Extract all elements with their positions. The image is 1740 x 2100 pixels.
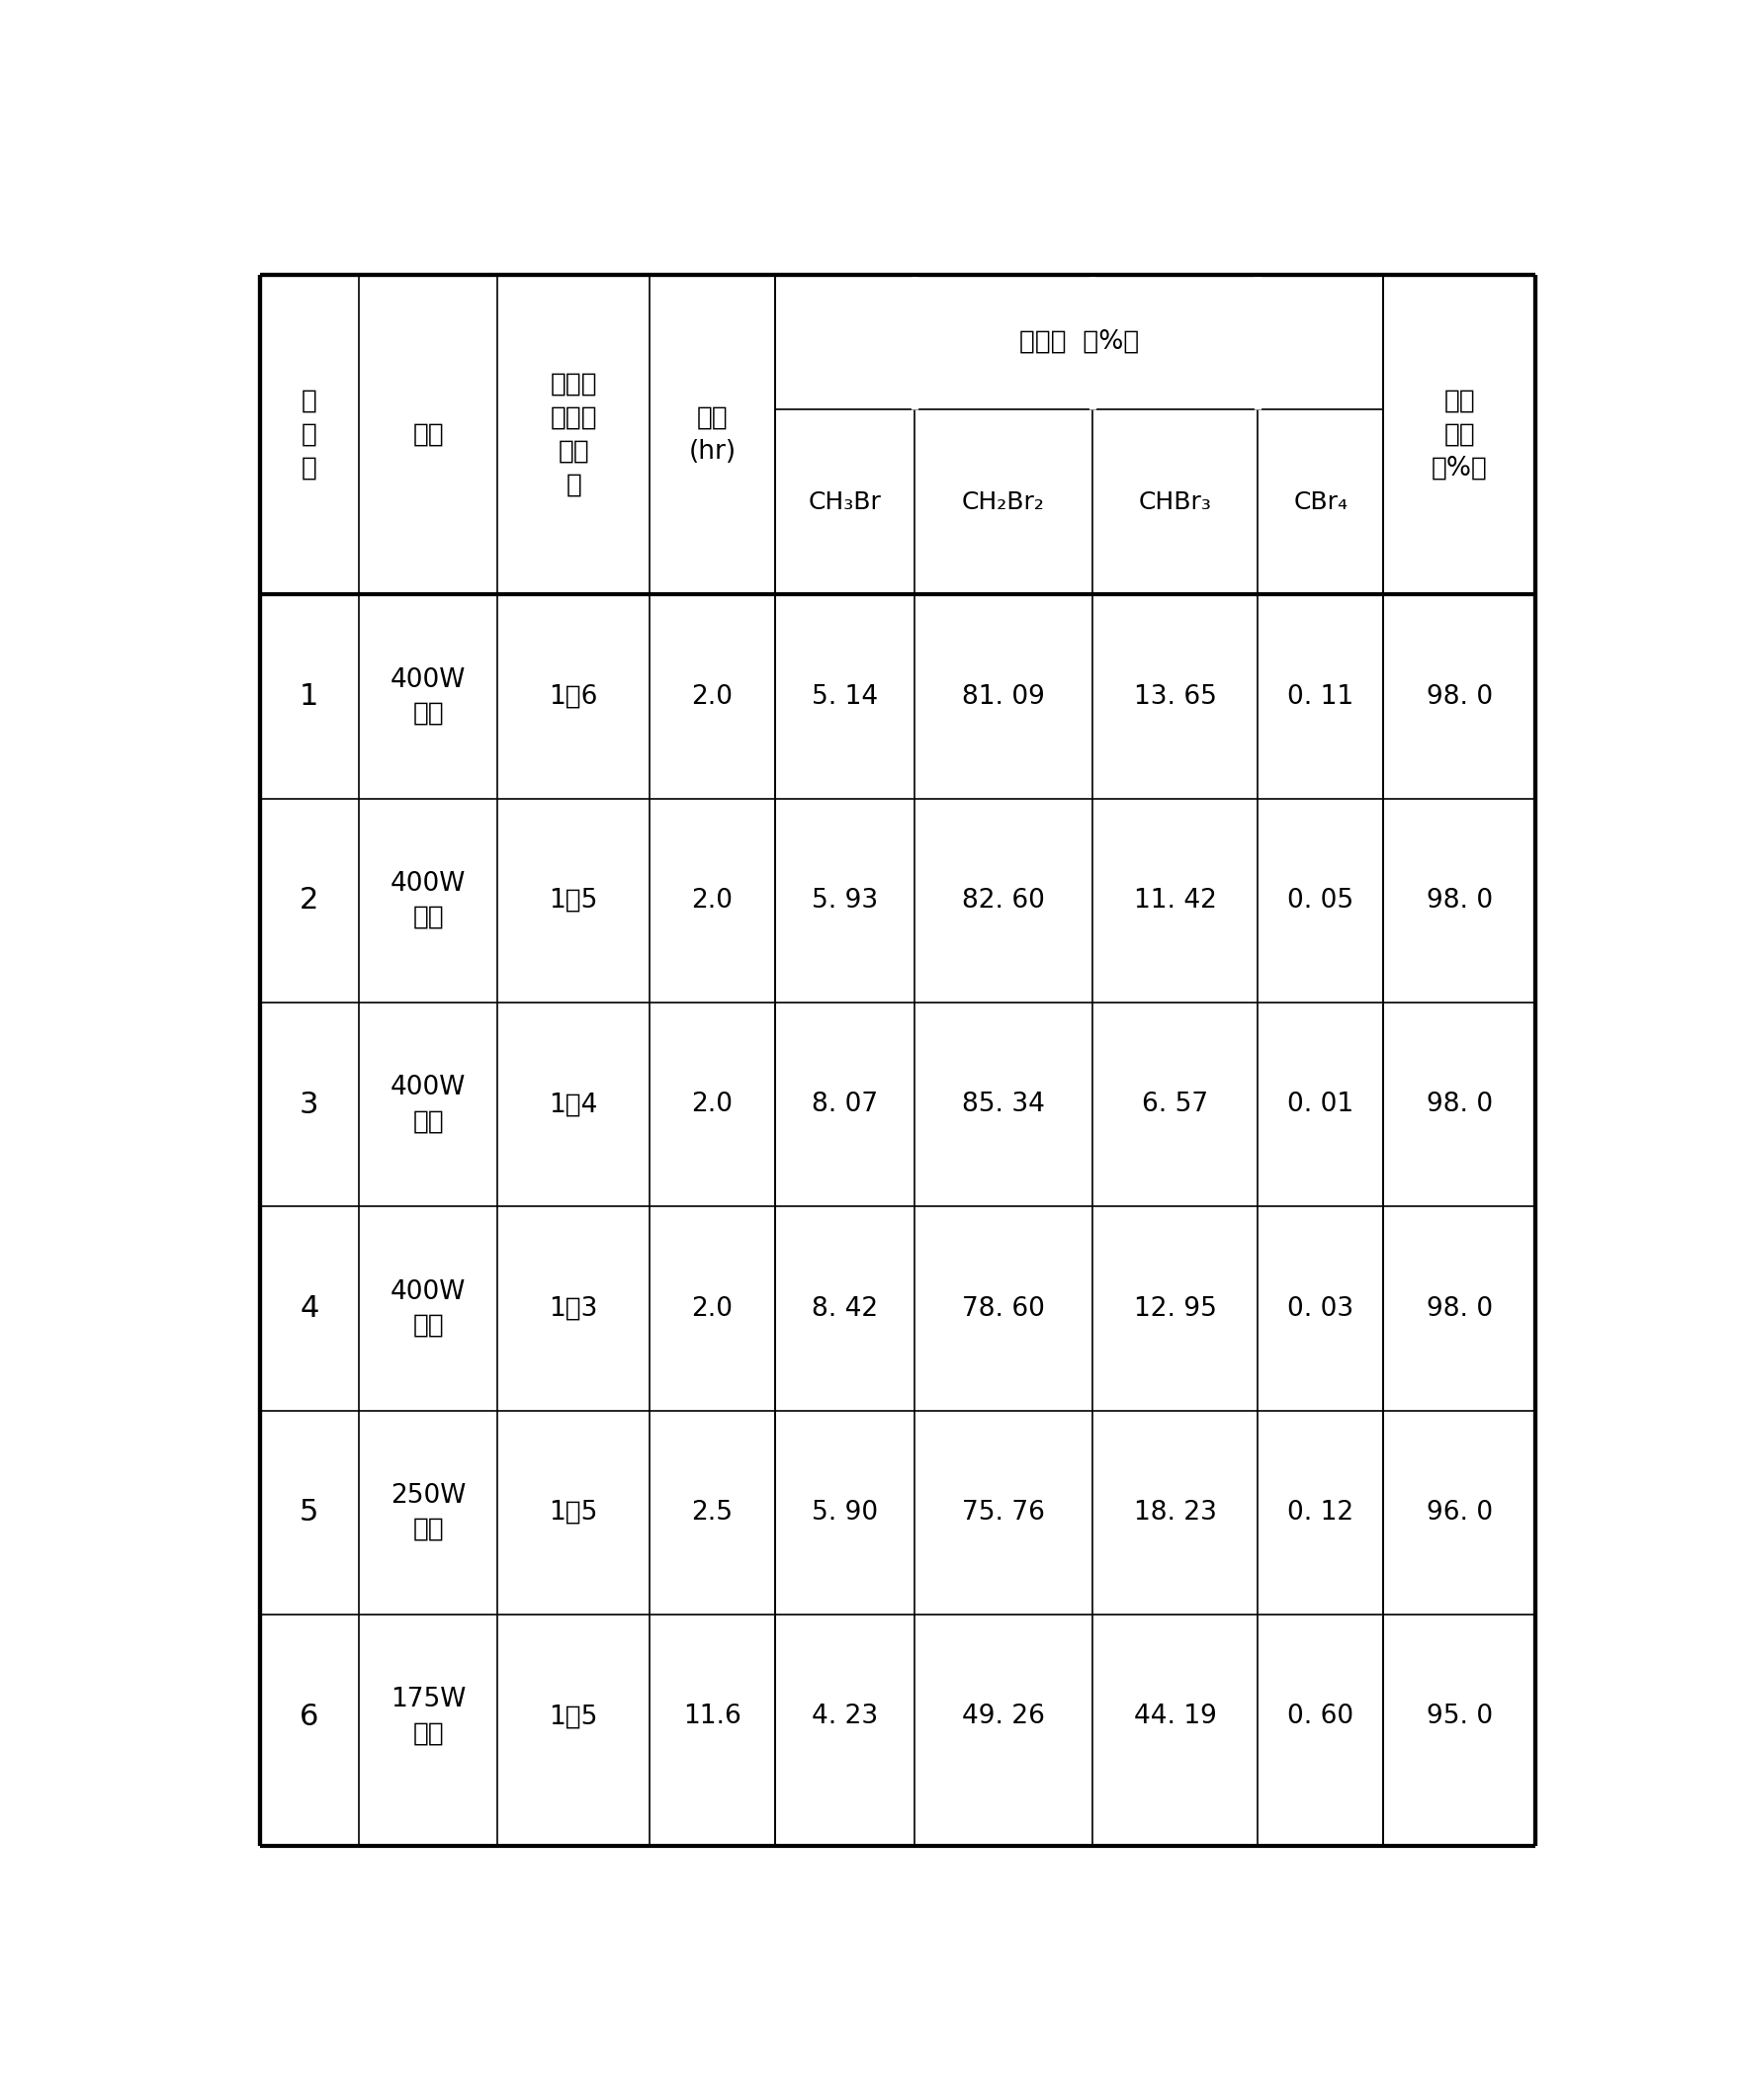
Text: 0. 03: 0. 03 <box>1288 1296 1354 1321</box>
Text: 1：5: 1：5 <box>550 1499 599 1525</box>
Text: 2.0: 2.0 <box>693 888 733 914</box>
Text: 12. 95: 12. 95 <box>1134 1296 1216 1321</box>
Text: 2.0: 2.0 <box>693 1092 733 1117</box>
Text: 13. 65: 13. 65 <box>1134 685 1216 710</box>
Text: 0. 11: 0. 11 <box>1288 685 1354 710</box>
Text: CHBr₃: CHBr₃ <box>1138 489 1211 514</box>
Text: 2.0: 2.0 <box>693 1296 733 1321</box>
Text: 光源: 光源 <box>412 422 444 447</box>
Text: 75. 76: 75. 76 <box>962 1499 1044 1525</box>
Text: 2.0: 2.0 <box>693 685 733 710</box>
Text: CH₂Br₂: CH₂Br₂ <box>962 489 1044 514</box>
Text: （溢／
甲烷）
摸尔
比: （溢／ 甲烷） 摸尔 比 <box>550 372 597 498</box>
Text: CBr₄: CBr₄ <box>1293 489 1348 514</box>
Text: 2: 2 <box>299 886 318 916</box>
Text: 选择性  （%）: 选择性 （%） <box>1020 330 1140 355</box>
Text: 1：6: 1：6 <box>550 685 599 710</box>
Text: 2.5: 2.5 <box>693 1499 733 1525</box>
Text: 5. 90: 5. 90 <box>811 1499 877 1525</box>
Text: CH₃Br: CH₃Br <box>807 489 880 514</box>
Text: 11.6: 11.6 <box>684 1703 741 1730</box>
Text: 1: 1 <box>299 683 318 712</box>
Text: 400W
卤灯: 400W 卤灯 <box>390 668 466 727</box>
Text: 95. 0: 95. 0 <box>1427 1703 1493 1730</box>
Text: 0. 12: 0. 12 <box>1288 1499 1354 1525</box>
Text: 6. 57: 6. 57 <box>1141 1092 1208 1117</box>
Text: 11. 42: 11. 42 <box>1134 888 1216 914</box>
Text: 44. 19: 44. 19 <box>1134 1703 1216 1730</box>
Text: 0. 01: 0. 01 <box>1288 1092 1354 1117</box>
Text: 1：4: 1：4 <box>550 1092 599 1117</box>
Text: 82. 60: 82. 60 <box>962 888 1044 914</box>
Text: 4: 4 <box>299 1294 318 1323</box>
Text: 0. 60: 0. 60 <box>1288 1703 1354 1730</box>
Text: 时间
(hr): 时间 (hr) <box>689 405 736 464</box>
Text: 5. 93: 5. 93 <box>811 888 877 914</box>
Text: 400W
卤灯: 400W 卤灯 <box>390 871 466 930</box>
Text: 8. 07: 8. 07 <box>811 1092 877 1117</box>
Text: 实
施
例: 实 施 例 <box>301 388 317 481</box>
Text: 0. 05: 0. 05 <box>1288 888 1354 914</box>
Text: 4. 23: 4. 23 <box>811 1703 877 1730</box>
Text: 400W
卤灯: 400W 卤灯 <box>390 1075 466 1134</box>
Text: 96. 0: 96. 0 <box>1427 1499 1493 1525</box>
Text: 175W
卤灯: 175W 卤灯 <box>390 1686 466 1747</box>
Text: 81. 09: 81. 09 <box>962 685 1044 710</box>
Text: 1：3: 1：3 <box>550 1296 599 1321</box>
Text: 18. 23: 18. 23 <box>1134 1499 1216 1525</box>
Text: 98. 0: 98. 0 <box>1427 888 1493 914</box>
Text: 98. 0: 98. 0 <box>1427 1296 1493 1321</box>
Text: 98. 0: 98. 0 <box>1427 1092 1493 1117</box>
Text: 5. 14: 5. 14 <box>811 685 877 710</box>
Text: 8. 42: 8. 42 <box>811 1296 877 1321</box>
Text: 3: 3 <box>299 1090 318 1119</box>
Text: 49. 26: 49. 26 <box>962 1703 1044 1730</box>
Text: 1：5: 1：5 <box>550 888 599 914</box>
Text: 85. 34: 85. 34 <box>962 1092 1044 1117</box>
Text: 1：5: 1：5 <box>550 1703 599 1730</box>
Text: 78. 60: 78. 60 <box>962 1296 1044 1321</box>
Text: 5: 5 <box>299 1499 318 1527</box>
Text: 400W
卤灯: 400W 卤灯 <box>390 1279 466 1338</box>
Text: 250W
卤灯: 250W 卤灯 <box>390 1483 466 1541</box>
Text: 溢转
化率
（%）: 溢转 化率 （%） <box>1432 388 1488 481</box>
Text: 98. 0: 98. 0 <box>1427 685 1493 710</box>
Text: 6: 6 <box>299 1703 318 1730</box>
